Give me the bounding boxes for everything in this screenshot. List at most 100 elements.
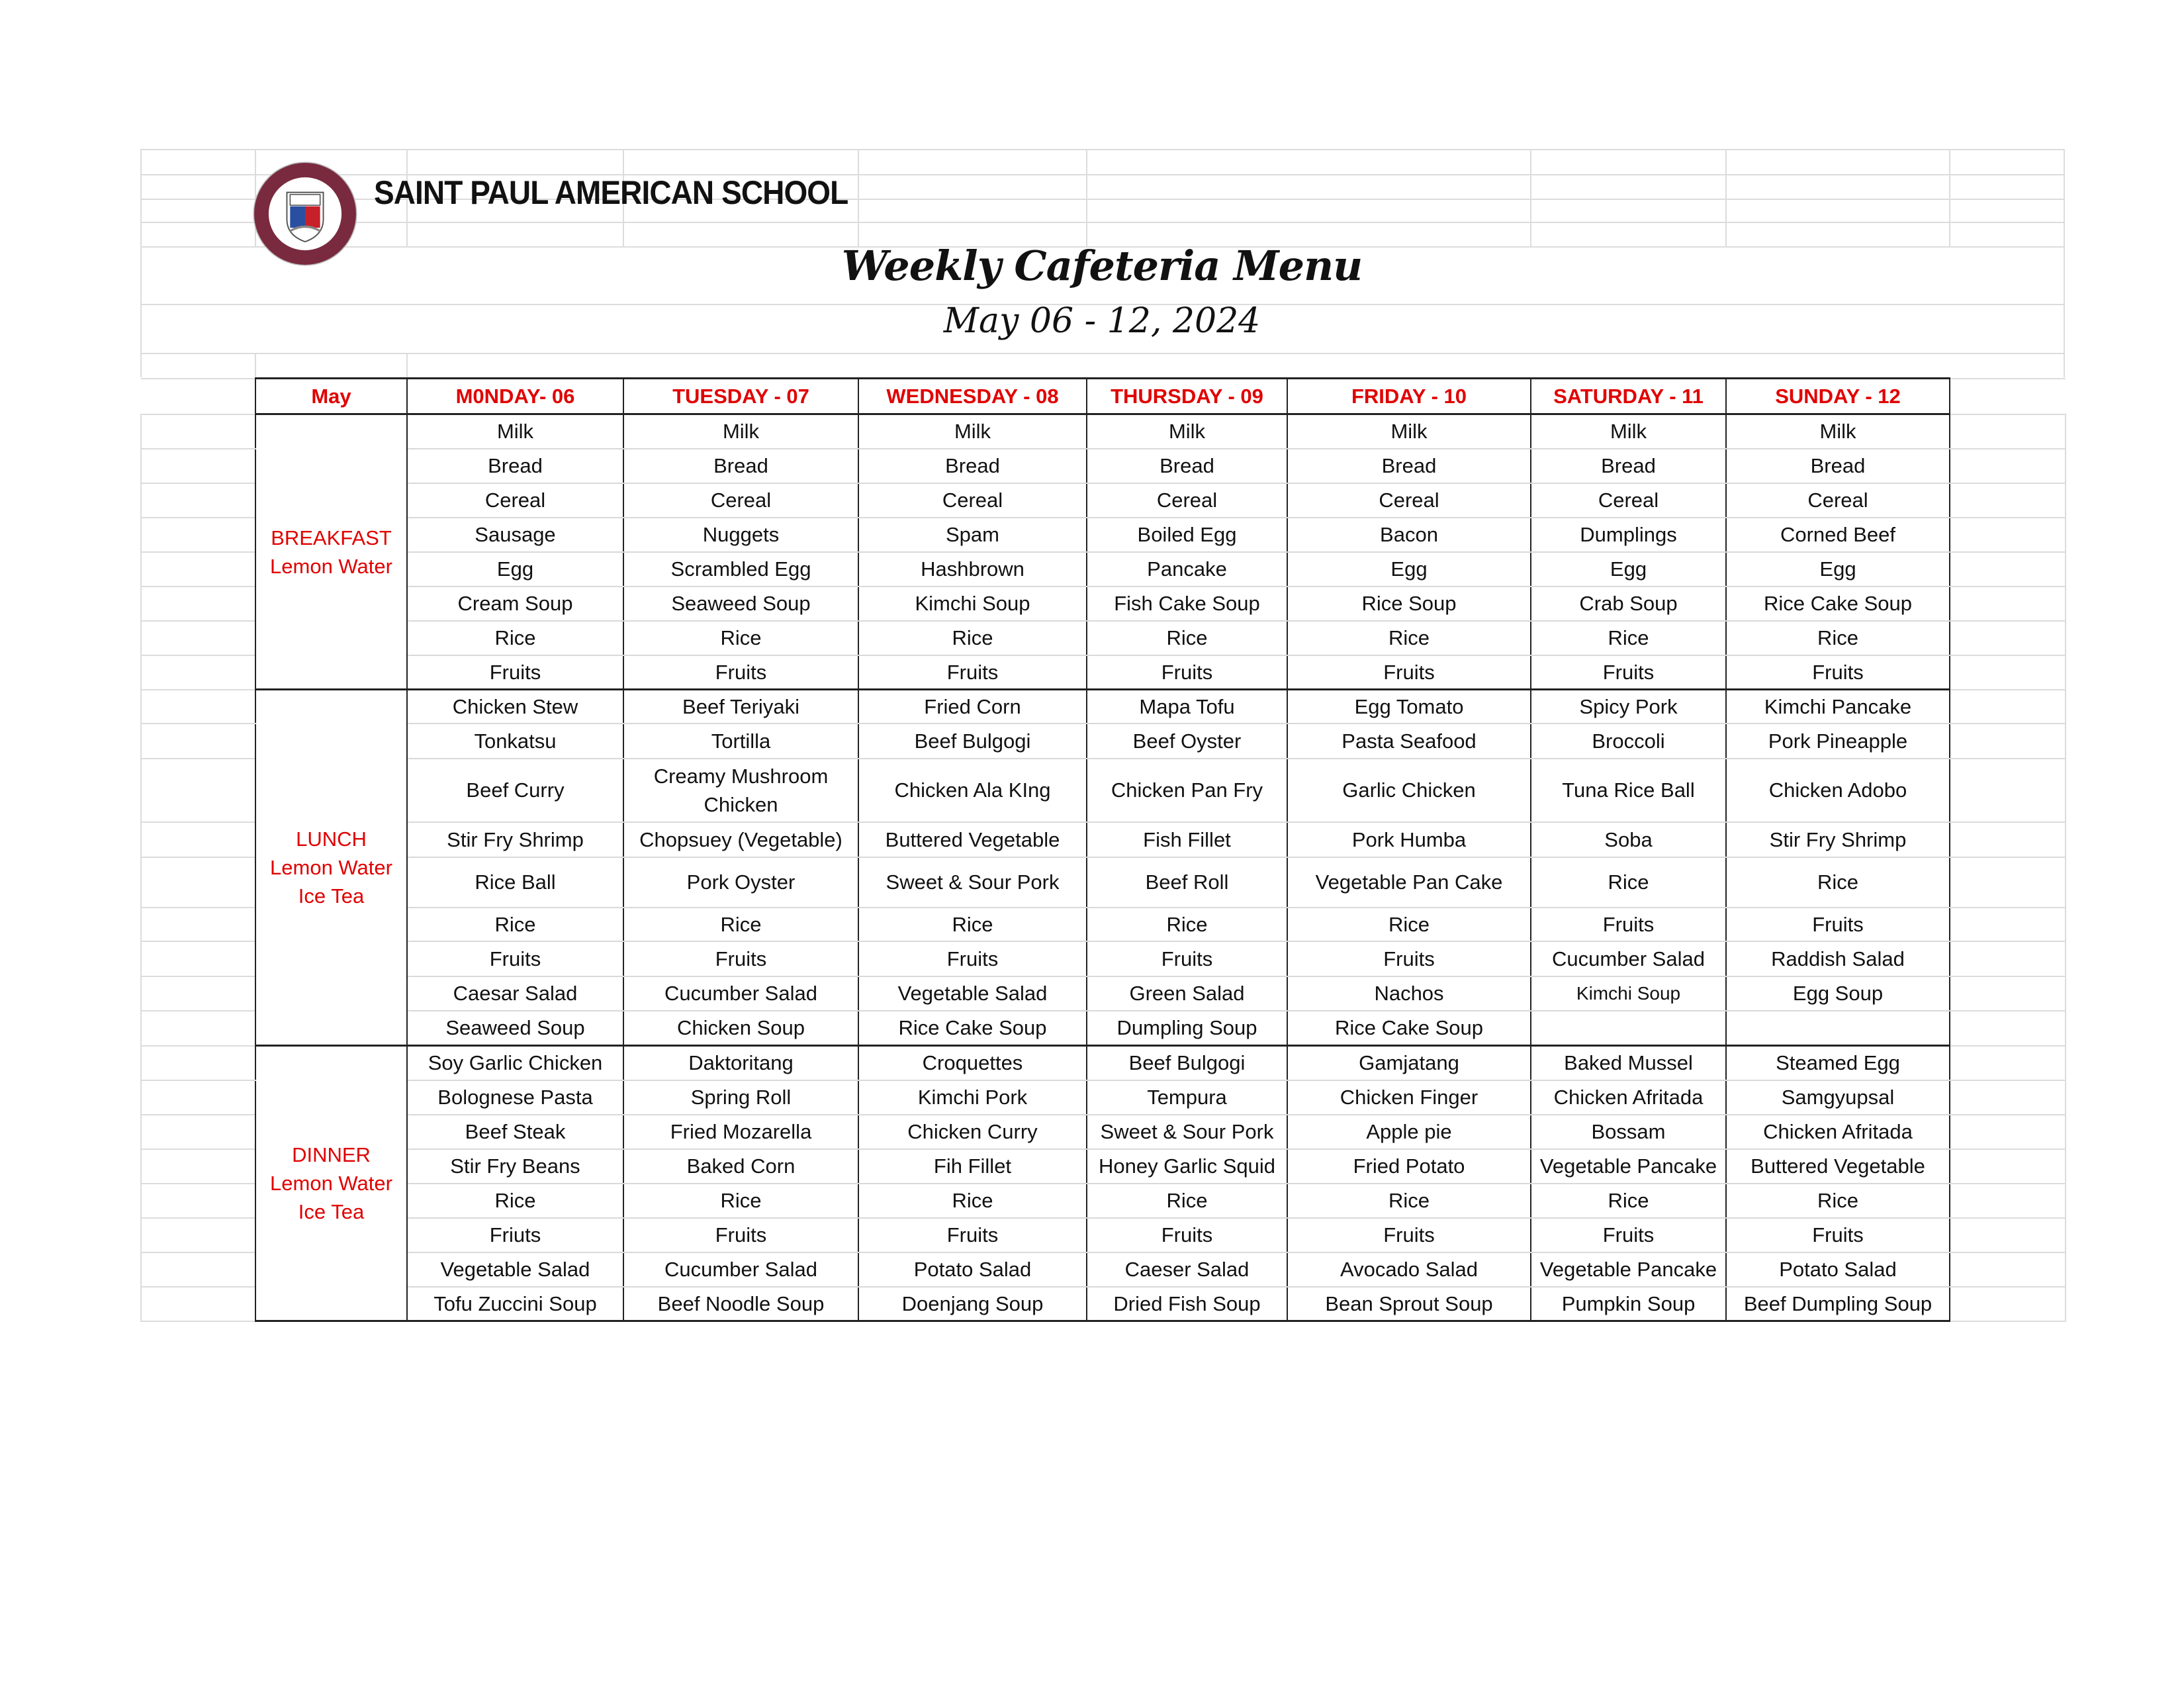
- menu-item: Fruits: [623, 940, 859, 977]
- gutter-cell: [140, 1182, 255, 1219]
- menu-item: Bread: [1725, 447, 1950, 484]
- menu-item: Rice: [858, 906, 1087, 942]
- gutter-cell: [140, 975, 255, 1011]
- menu-item: Rice: [1287, 620, 1531, 656]
- menu-item: Rice Cake Soup: [858, 1009, 1087, 1047]
- lunch-row: Caesar Salad Cucumber Salad Vegetable Sala…: [140, 975, 2066, 1011]
- menu-item: Potato Salad: [1725, 1251, 1950, 1288]
- gutter-cell: [140, 722, 255, 759]
- menu-item: Fruits: [1725, 654, 1950, 690]
- gutter-cell: [1950, 722, 2066, 759]
- menu-item: Beef Noodle Soup: [623, 1286, 859, 1322]
- menu-item: Fruits: [858, 940, 1087, 977]
- menu-item: Spam: [858, 516, 1087, 553]
- menu-item: Cereal: [858, 482, 1087, 518]
- menu-item: Rice: [1725, 856, 1950, 908]
- menu-item: Pork Pineapple: [1725, 722, 1950, 759]
- gutter-cell: [140, 654, 255, 690]
- menu-item: Cereal: [1086, 482, 1288, 518]
- menu-item: Nuggets: [623, 516, 859, 553]
- menu-item: Gamjatang: [1287, 1045, 1531, 1081]
- menu-item: Bread: [1287, 447, 1531, 484]
- menu-item: Milk: [858, 413, 1087, 449]
- menu-item: Chicken Curry: [858, 1113, 1087, 1150]
- menu-item: Beef Bulgogi: [1086, 1045, 1288, 1081]
- menu-item: Rice: [406, 620, 624, 656]
- menu-item: Cereal: [1530, 482, 1727, 518]
- gutter-cell: [140, 906, 255, 942]
- breakfast-row: BREAKFAST Lemon Water Milk Milk Milk Milk Milk…: [140, 413, 2066, 690]
- menu-item: Caesar Salad: [406, 975, 624, 1011]
- menu-item: Rice: [1086, 1182, 1288, 1219]
- gutter-cell: [1950, 377, 2066, 415]
- school-logo: [253, 162, 357, 266]
- menu-item: Cucumber Salad: [623, 1251, 859, 1288]
- meal-label-line: Lemon Water: [270, 856, 392, 879]
- menu-item: Hashbrown: [858, 551, 1087, 587]
- menu-item: Chicken Afritada: [1530, 1079, 1727, 1115]
- menu-item: Potato Salad: [858, 1251, 1087, 1288]
- menu-item: Honey Garlic Squid: [1086, 1148, 1288, 1184]
- menu-item: Fruits: [1287, 1217, 1531, 1253]
- menu-item: Creamy Mushroom Chicken: [623, 757, 859, 823]
- menu-item: Fried Corn: [858, 688, 1087, 724]
- menu-item: Tofu Zuccini Soup: [406, 1286, 624, 1322]
- menu-item: [1725, 1009, 1950, 1047]
- dinner-row: DINNER Lemon Water Ice Tea Soy Garlic Chick…: [140, 1045, 2066, 1322]
- menu-item: Rice: [1287, 1182, 1531, 1219]
- dinner-row: Stir Fry Beans Baked Corn Fih Fillet Honey …: [140, 1148, 2066, 1184]
- menu-item: Crab Soup: [1530, 585, 1727, 622]
- page-title: Weekly Cafeteria Menu: [841, 242, 1363, 290]
- menu-item: Rice Cake Soup: [1287, 1009, 1531, 1047]
- gutter-cell: [141, 377, 255, 415]
- menu-item: Bread: [406, 447, 624, 484]
- menu-item: Pork Humba: [1287, 821, 1531, 858]
- gutter-cell: [1950, 413, 2066, 449]
- gutter-cell: [140, 1148, 255, 1184]
- gutter-cell: [140, 516, 255, 553]
- menu-item: Caeser Salad: [1086, 1251, 1288, 1288]
- breakfast-row: Bread Bread Bread Bread Bread Bread Bread: [140, 447, 2066, 484]
- gutter-cell: [1950, 1182, 2066, 1219]
- menu-item: Pancake: [1086, 551, 1288, 587]
- gutter-cell: [140, 1045, 255, 1081]
- menu-item: Chopsuey (Vegetable): [623, 821, 859, 858]
- gutter-cell: [1950, 856, 2066, 908]
- menu-item: Chicken Soup: [623, 1009, 859, 1047]
- menu-item: Fruits: [1287, 940, 1531, 977]
- menu-item: Chicken Finger: [1287, 1079, 1531, 1115]
- day-header: M0NDAY- 06: [406, 377, 624, 415]
- menu-item: Fruits: [1530, 906, 1727, 942]
- menu-item: Fruits: [1287, 654, 1531, 690]
- menu-item: Rice: [1530, 620, 1727, 656]
- menu-item: Dumpling Soup: [1086, 1009, 1288, 1047]
- gutter-cell: [1950, 757, 2066, 823]
- menu-item: Egg Tomato: [1287, 688, 1531, 724]
- menu-item: Buttered Vegetable: [1725, 1148, 1950, 1184]
- breakfast-row: Fruits Fruits Fruits Fruits Fruits Fruits Frui…: [140, 654, 2066, 690]
- gutter-cell: [1950, 975, 2066, 1011]
- menu-item: Sausage: [406, 516, 624, 553]
- dinner-row: Vegetable Salad Cucumber Salad Potato Sala…: [140, 1251, 2066, 1288]
- day-header: THURSDAY - 09: [1086, 377, 1288, 415]
- menu-item: Bread: [623, 447, 859, 484]
- menu-item: Pumpkin Soup: [1530, 1286, 1727, 1322]
- menu-item: Egg: [1530, 551, 1727, 587]
- menu-item: Fried Potato: [1287, 1148, 1531, 1184]
- dinner-row: Tofu Zuccini Soup Beef Noodle Soup Doenjan…: [140, 1286, 2066, 1322]
- lunch-row: Seaweed Soup Chicken Soup Rice Cake Soup Du…: [140, 1009, 2066, 1047]
- menu-item: Cereal: [623, 482, 859, 518]
- menu-item: Pasta Seafood: [1287, 722, 1531, 759]
- menu-item: Green Salad: [1086, 975, 1288, 1011]
- menu-item: Scrambled Egg: [623, 551, 859, 587]
- menu-item: Stir Fry Shrimp: [406, 821, 624, 858]
- menu-item: Bread: [858, 447, 1087, 484]
- school-name: SAINT PAUL AMERICAN SCHOOL: [374, 174, 848, 211]
- menu-item: Tuna Rice Ball: [1530, 757, 1727, 823]
- gutter-cell: [1950, 1217, 2066, 1253]
- menu-item: Stir Fry Shrimp: [1725, 821, 1950, 858]
- dinner-row: Friuts Fruits Fruits Fruits Fruits Fruits Frui…: [140, 1217, 2066, 1253]
- menu-item: Rice: [406, 1182, 624, 1219]
- menu-item: Sweet & Sour Pork: [858, 856, 1087, 908]
- menu-item: Tempura: [1086, 1079, 1288, 1115]
